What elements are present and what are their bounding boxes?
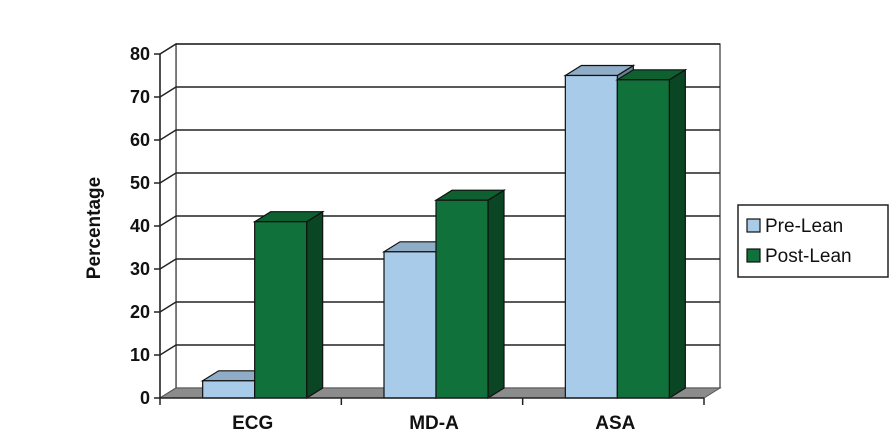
y-tick-labels: 0 10 20 30 40 50 60 70 80 <box>130 44 160 408</box>
gridline <box>159 215 720 227</box>
category-label: MD-A <box>409 413 459 434</box>
bar-post-lean-asa <box>615 68 688 400</box>
gridline <box>159 301 720 313</box>
bar-post-lean-ecg <box>252 210 325 400</box>
bars <box>200 64 688 400</box>
gridline <box>159 344 720 356</box>
category-label: ECG <box>232 413 273 434</box>
legend-label: Post-Lean <box>765 246 852 267</box>
y-tick-label: 40 <box>130 216 150 236</box>
y-tick-label: 20 <box>130 302 150 322</box>
y-tick-label: 30 <box>130 259 150 279</box>
y-tick-label: 70 <box>130 87 150 107</box>
category-labels: ECG MD-A ASA <box>232 413 636 434</box>
gridline <box>159 43 720 55</box>
legend-swatch <box>746 248 761 263</box>
y-tick-label: 0 <box>140 388 150 408</box>
legend-box <box>737 204 889 278</box>
gridlines <box>159 43 720 356</box>
bar-post-lean-md-a <box>433 189 507 400</box>
y-axis-title: Percentage <box>84 177 105 279</box>
category-label: ASA <box>595 413 635 434</box>
y-tick-label: 10 <box>130 345 150 365</box>
gridline <box>159 86 720 98</box>
gridline <box>159 129 720 141</box>
gridline <box>159 172 720 184</box>
legend-swatch <box>746 218 761 233</box>
y-tick-label: 60 <box>130 130 150 150</box>
legend: Pre-Lean Post-Lean <box>737 204 889 278</box>
y-tick-label: 80 <box>130 44 150 64</box>
legend-label: Pre-Lean <box>765 216 843 237</box>
gridline <box>159 258 720 270</box>
y-tick-label: 50 <box>130 173 150 193</box>
